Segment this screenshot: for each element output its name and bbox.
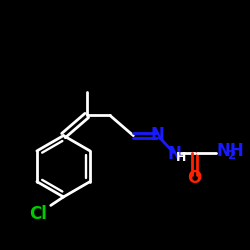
- Text: N: N: [168, 144, 181, 162]
- Text: 2: 2: [228, 148, 235, 162]
- Text: O: O: [188, 169, 202, 187]
- Text: H: H: [176, 151, 186, 164]
- Text: N: N: [151, 126, 164, 144]
- Text: NH: NH: [217, 142, 244, 160]
- Text: Cl: Cl: [29, 205, 47, 223]
